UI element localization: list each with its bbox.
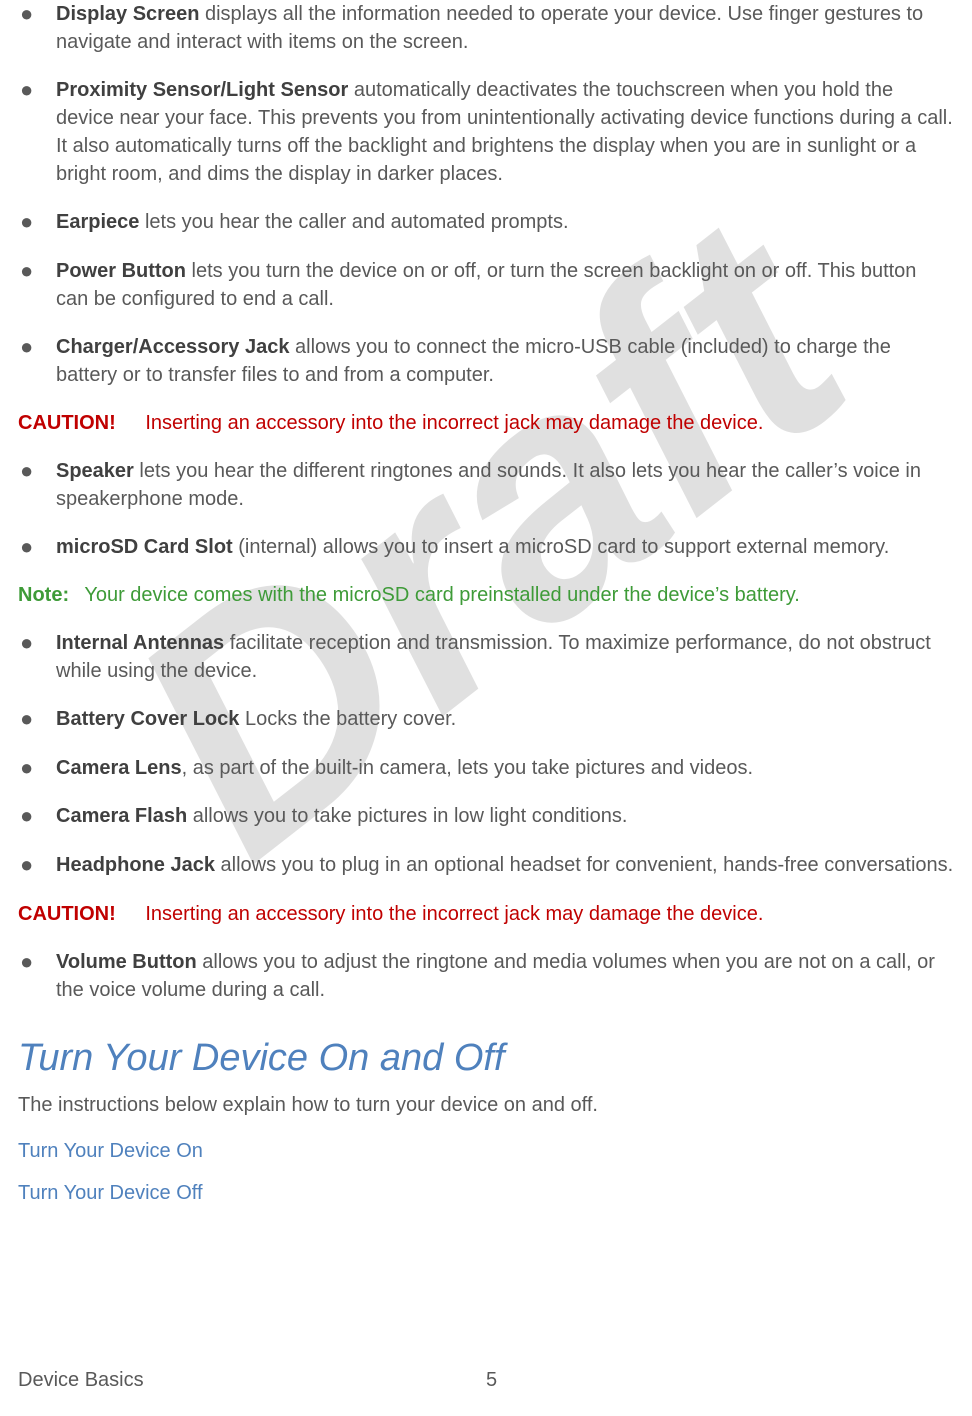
- item-text: Locks the battery cover.: [239, 708, 456, 730]
- item-title: Camera Lens: [56, 757, 182, 779]
- list-item: ● Camera Lens, as part of the built-in c…: [18, 754, 954, 783]
- feature-list-1: ● Display Screen displays all the inform…: [18, 0, 954, 389]
- item-text: allows you to plug in an optional headse…: [215, 854, 953, 876]
- note-text: Your device comes with the microSD card …: [84, 584, 800, 606]
- item-body: microSD Card Slot (internal) allows you …: [56, 533, 954, 562]
- bullet-icon: ●: [18, 533, 56, 562]
- list-item: ● Earpiece lets you hear the caller and …: [18, 208, 954, 237]
- bullet-icon: ●: [18, 851, 56, 880]
- item-text: lets you hear the caller and automated p…: [139, 211, 568, 233]
- feature-list-3: ● Internal Antennas facilitate reception…: [18, 629, 954, 879]
- item-text: lets you hear the different ringtones an…: [56, 460, 921, 510]
- item-title: Speaker: [56, 460, 134, 482]
- list-item: ● Display Screen displays all the inform…: [18, 0, 954, 56]
- caution-text: Inserting an accessory into the incorrec…: [145, 412, 763, 434]
- bullet-icon: ●: [18, 257, 56, 313]
- list-item: ● microSD Card Slot (internal) allows yo…: [18, 533, 954, 562]
- item-title: Internal Antennas: [56, 632, 224, 654]
- item-body: Headphone Jack allows you to plug in an …: [56, 851, 954, 880]
- bullet-icon: ●: [18, 948, 56, 1004]
- item-title: Charger/Accessory Jack: [56, 336, 289, 358]
- bullet-icon: ●: [18, 705, 56, 734]
- item-title: Camera Flash: [56, 805, 187, 827]
- item-body: Internal Antennas facilitate reception a…: [56, 629, 954, 685]
- bullet-icon: ●: [18, 754, 56, 783]
- section-heading: Turn Your Device On and Off: [18, 1032, 954, 1085]
- item-title: Proximity Sensor/Light Sensor: [56, 79, 348, 101]
- bullet-icon: ●: [18, 629, 56, 685]
- item-title: Headphone Jack: [56, 854, 215, 876]
- list-item: ● Volume Button allows you to adjust the…: [18, 948, 954, 1004]
- item-title: Earpiece: [56, 211, 139, 233]
- item-text: lets you turn the device on or off, or t…: [56, 260, 916, 310]
- page: Draft ● Display Screen displays all the …: [0, 0, 972, 1416]
- list-item: ● Power Button lets you turn the device …: [18, 257, 954, 313]
- item-title: Volume Button: [56, 951, 197, 973]
- bullet-icon: ●: [18, 208, 56, 237]
- item-body: Speaker lets you hear the different ring…: [56, 457, 954, 513]
- caution-label: CAUTION!: [18, 903, 116, 925]
- bullet-icon: ●: [18, 802, 56, 831]
- footer: Device Basics 5: [18, 1366, 954, 1394]
- item-body: Battery Cover Lock Locks the battery cov…: [56, 705, 954, 734]
- item-text: (internal) allows you to insert a microS…: [233, 536, 890, 558]
- feature-list-4: ● Volume Button allows you to adjust the…: [18, 948, 954, 1004]
- item-body: Camera Flash allows you to take pictures…: [56, 802, 954, 831]
- item-text: allows you to take pictures in low light…: [187, 805, 627, 827]
- note-callout: Note: Your device comes with the microSD…: [18, 581, 954, 609]
- item-text: , as part of the built-in camera, lets y…: [182, 757, 753, 779]
- item-title: Power Button: [56, 260, 186, 282]
- section-subtext: The instructions below explain how to tu…: [18, 1091, 954, 1119]
- item-title: microSD Card Slot: [56, 536, 233, 558]
- caution-text: Inserting an accessory into the incorrec…: [145, 903, 763, 925]
- list-item: ● Charger/Accessory Jack allows you to c…: [18, 333, 954, 389]
- bullet-icon: ●: [18, 76, 56, 188]
- list-item: ● Battery Cover Lock Locks the battery c…: [18, 705, 954, 734]
- caution-callout: CAUTION! Inserting an accessory into the…: [18, 409, 954, 437]
- bullet-icon: ●: [18, 457, 56, 513]
- item-body: Display Screen displays all the informat…: [56, 0, 954, 56]
- item-body: Proximity Sensor/Light Sensor automatica…: [56, 76, 954, 188]
- list-item: ● Camera Flash allows you to take pictur…: [18, 802, 954, 831]
- item-body: Camera Lens, as part of the built-in cam…: [56, 754, 954, 783]
- link-turn-off[interactable]: Turn Your Device Off: [18, 1179, 954, 1207]
- item-title: Display Screen: [56, 3, 199, 25]
- item-title: Battery Cover Lock: [56, 708, 239, 730]
- note-label: Note:: [18, 584, 69, 606]
- footer-section-name: Device Basics: [18, 1366, 486, 1394]
- caution-callout: CAUTION! Inserting an accessory into the…: [18, 900, 954, 928]
- link-turn-on[interactable]: Turn Your Device On: [18, 1137, 954, 1165]
- item-body: Power Button lets you turn the device on…: [56, 257, 954, 313]
- list-item: ● Proximity Sensor/Light Sensor automati…: [18, 76, 954, 188]
- page-content: ● Display Screen displays all the inform…: [18, 0, 954, 1207]
- list-item: ● Headphone Jack allows you to plug in a…: [18, 851, 954, 880]
- bullet-icon: ●: [18, 333, 56, 389]
- list-item: ● Internal Antennas facilitate reception…: [18, 629, 954, 685]
- item-body: Earpiece lets you hear the caller and au…: [56, 208, 954, 237]
- feature-list-2: ● Speaker lets you hear the different ri…: [18, 457, 954, 562]
- list-item: ● Speaker lets you hear the different ri…: [18, 457, 954, 513]
- footer-page-number: 5: [486, 1366, 954, 1394]
- item-body: Charger/Accessory Jack allows you to con…: [56, 333, 954, 389]
- bullet-icon: ●: [18, 0, 56, 56]
- item-body: Volume Button allows you to adjust the r…: [56, 948, 954, 1004]
- caution-label: CAUTION!: [18, 412, 116, 434]
